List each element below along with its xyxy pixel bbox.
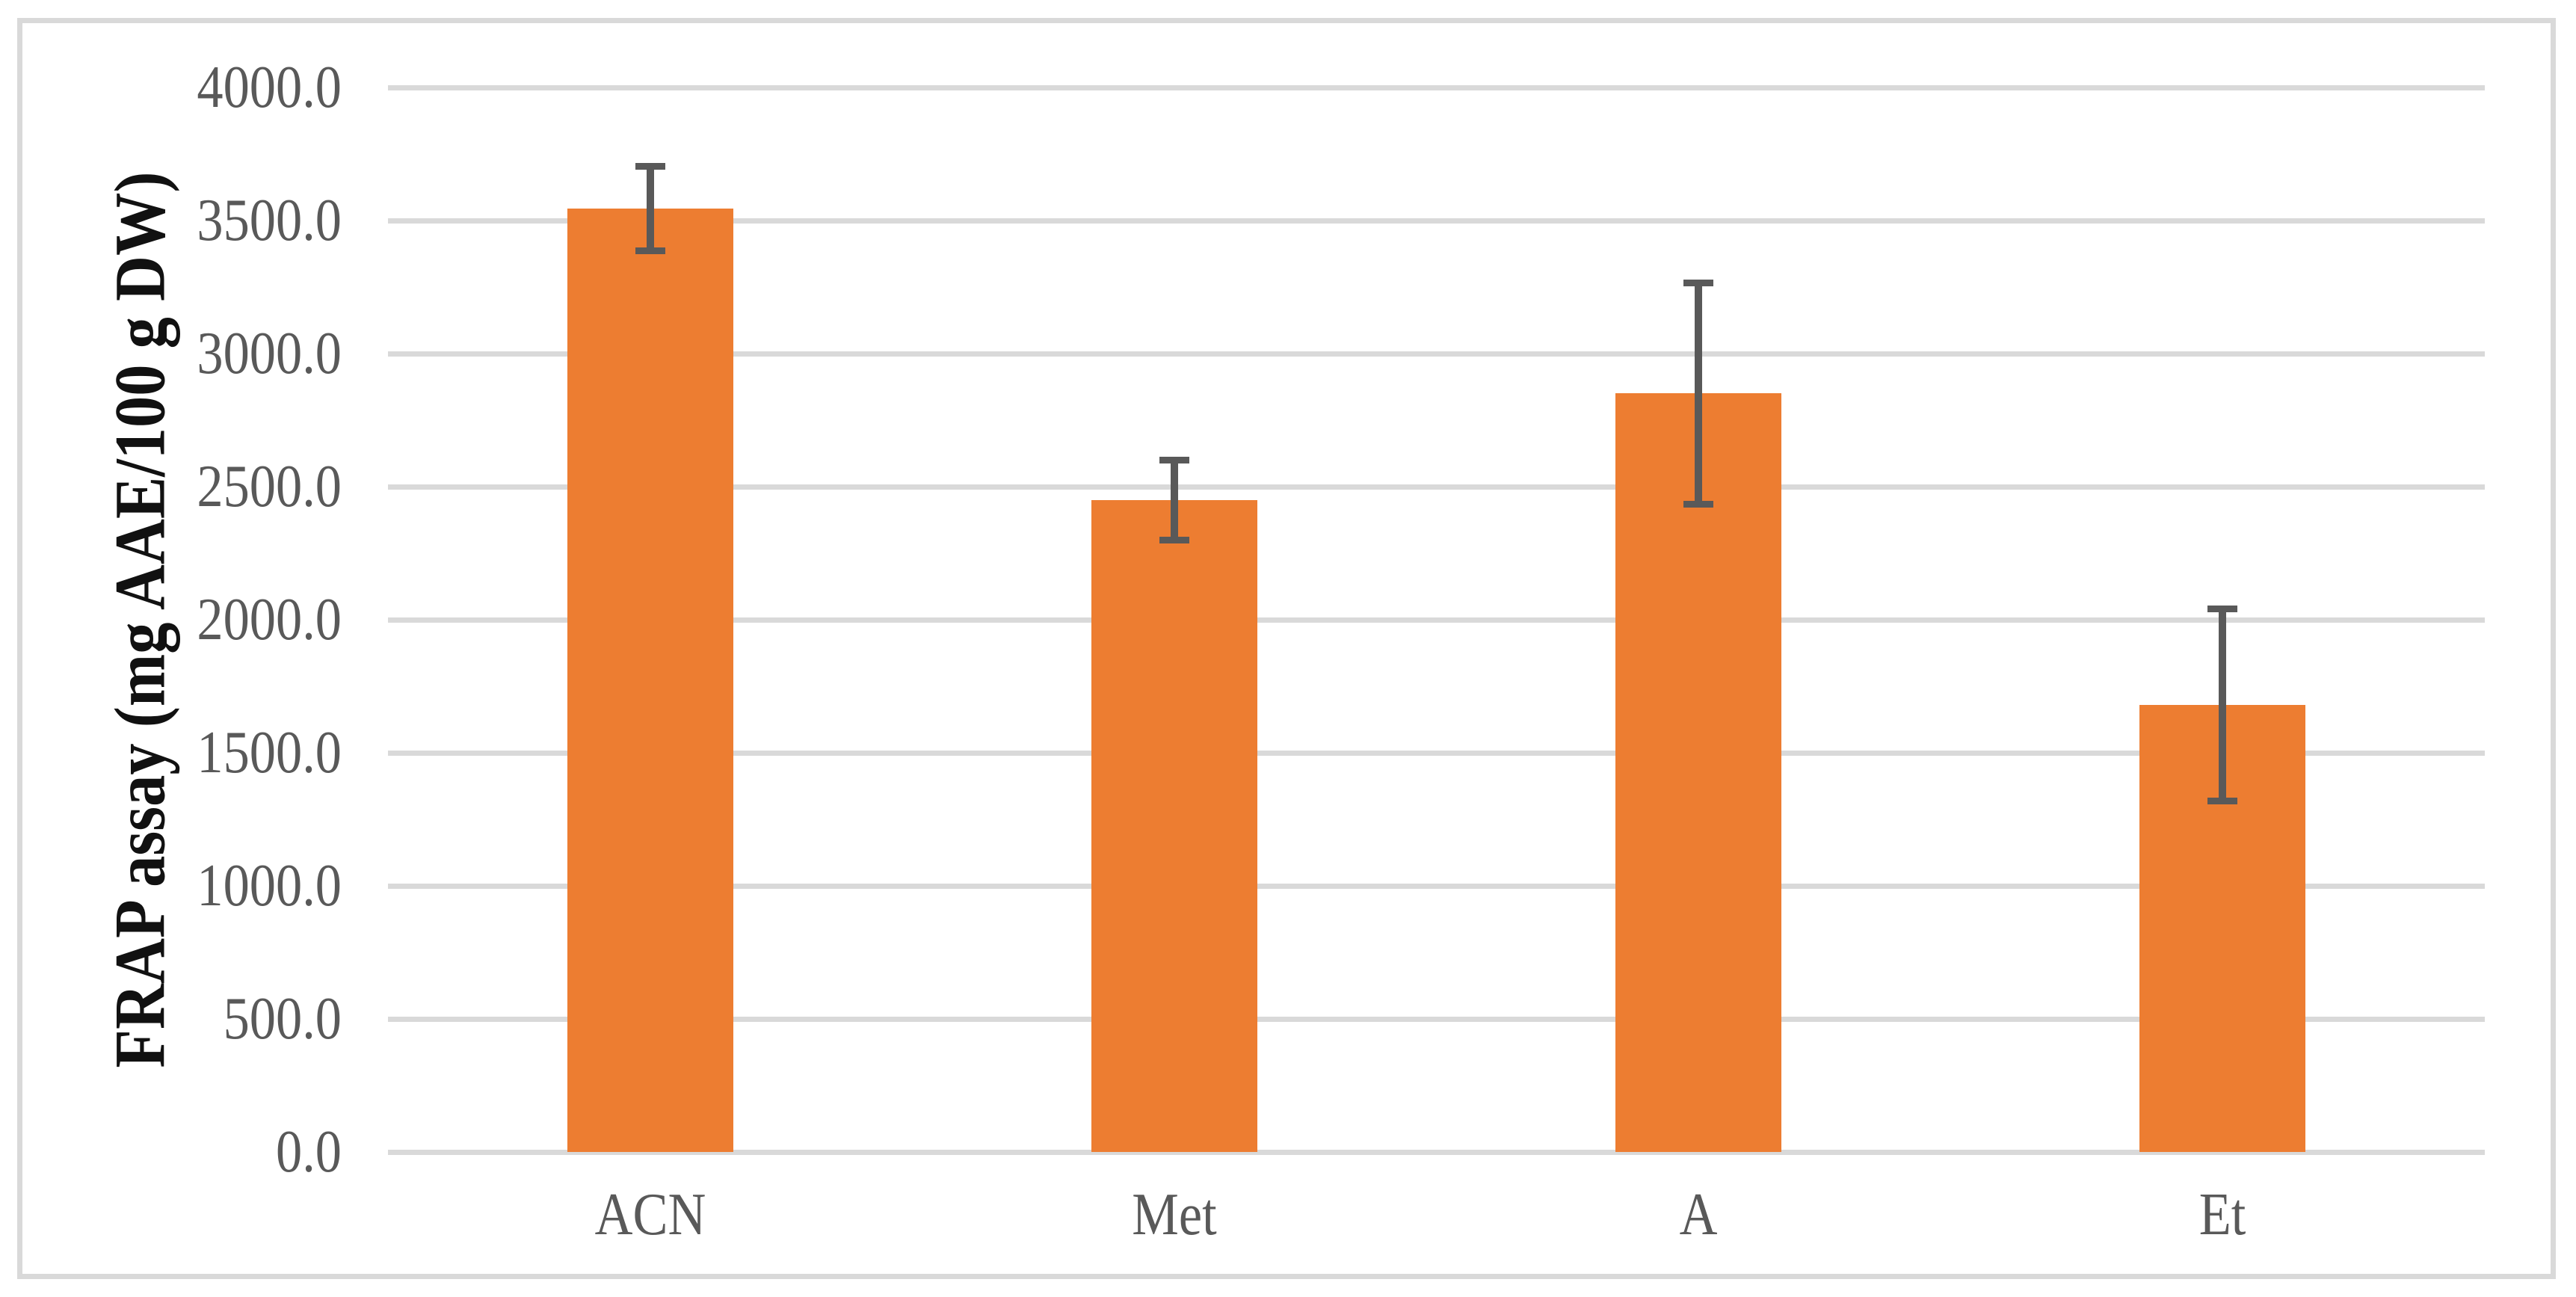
y-axis-title: FRAP assay (mg AAE/100 g DW) (99, 171, 180, 1068)
y-tick-label: 3500.0 (197, 188, 342, 253)
x-tick-label-ACN: ACN (594, 1182, 706, 1248)
error-bar-bottom-cap-Et (2207, 797, 2237, 804)
gridline (388, 1149, 2485, 1155)
error-bar-top-cap-Et (2207, 606, 2237, 613)
error-bar-bottom-cap-A (1683, 500, 1713, 508)
error-bar-bottom-cap-Met (1159, 536, 1189, 543)
gridline (388, 617, 2485, 623)
error-bar-stem-ACN (646, 166, 654, 251)
x-tick-label-A: A (1679, 1182, 1717, 1248)
y-tick-label: 500.0 (223, 986, 342, 1052)
error-bar-bottom-cap-ACN (635, 247, 665, 255)
x-tick-label-Met: Met (1131, 1182, 1217, 1248)
error-bar-top-cap-Met (1159, 456, 1189, 463)
error-bar-stem-Et (2218, 609, 2226, 801)
y-tick-label: 4000.0 (197, 55, 342, 120)
error-bar-top-cap-A (1683, 280, 1713, 287)
gridline (388, 351, 2485, 357)
chart-border (17, 18, 2556, 1279)
bar-A (1615, 393, 1781, 1152)
error-bar-top-cap-ACN (635, 162, 665, 170)
x-tick-label-Et: Et (2198, 1182, 2246, 1248)
y-tick-label: 0.0 (276, 1119, 342, 1185)
gridline (388, 750, 2485, 756)
bar-Met (1091, 499, 1257, 1152)
bar-ACN (567, 208, 733, 1152)
error-bar-stem-Met (1170, 460, 1178, 540)
gridline (388, 218, 2485, 224)
gridline (388, 484, 2485, 490)
y-tick-label: 2000.0 (197, 587, 342, 653)
error-bar-stem-A (1694, 283, 1702, 505)
gridline (388, 1016, 2485, 1022)
gridline (388, 84, 2485, 90)
y-tick-label: 3000.0 (197, 321, 342, 386)
gridline (388, 883, 2485, 889)
y-tick-label: 2500.0 (197, 454, 342, 520)
y-tick-label: 1500.0 (197, 720, 342, 786)
y-tick-label: 1000.0 (197, 853, 342, 919)
